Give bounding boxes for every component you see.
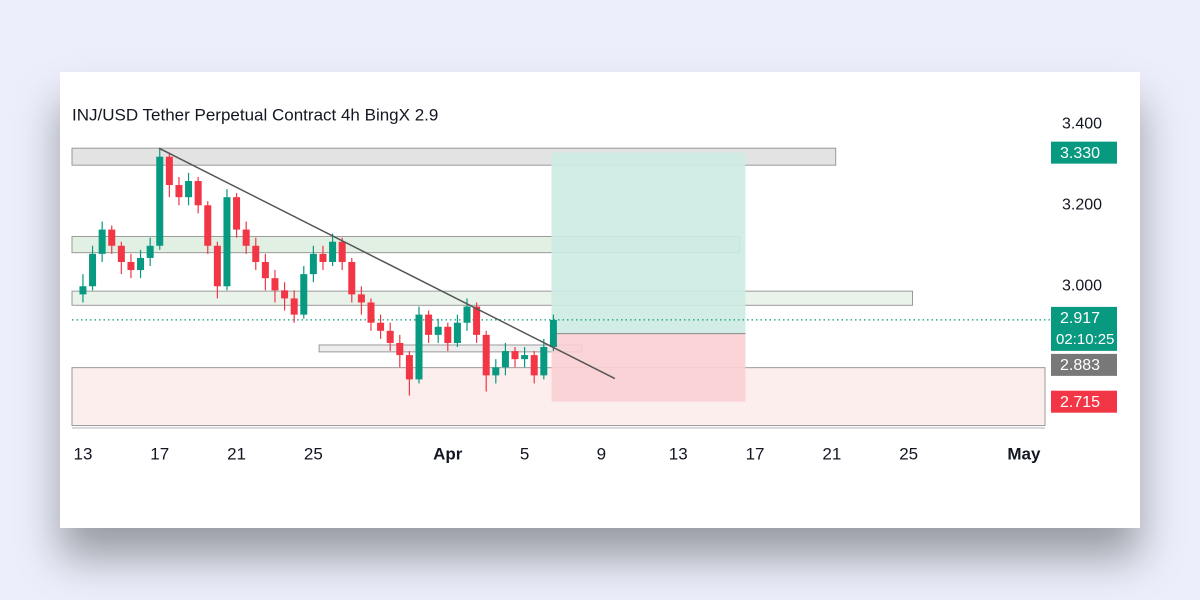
candle-body: [530, 355, 538, 376]
candle-body: [453, 322, 461, 343]
candle-body: [252, 245, 260, 262]
price-label-box: [1051, 353, 1117, 376]
candle-body: [463, 306, 471, 323]
candle-body: [473, 306, 481, 335]
candle-body: [233, 197, 241, 230]
chart-card: INJ/USD Tether Perpetual Contract 4h Bin…: [60, 72, 1140, 528]
candle-body: [405, 355, 413, 380]
candle-body: [511, 351, 519, 360]
price-label: 2.883: [1060, 357, 1100, 374]
candle-body: [108, 229, 116, 246]
x-tick-label: 25: [304, 444, 323, 463]
candle-body: [357, 294, 365, 303]
last-price-box: [1051, 306, 1117, 351]
x-tick-label: 25: [899, 444, 918, 463]
candle-body: [309, 253, 317, 275]
candle-body: [319, 253, 327, 262]
candle-body: [329, 241, 337, 262]
candle-body: [137, 257, 145, 271]
price-label: 2.715: [1060, 394, 1100, 411]
x-tick-label: Apr: [433, 444, 463, 463]
candle-body: [415, 314, 423, 380]
profit-zone: [551, 152, 746, 334]
price-label: 3.330: [1060, 145, 1100, 162]
zone: [71, 290, 914, 306]
candle-body: [213, 245, 221, 287]
price-label-box: [1051, 390, 1117, 413]
x-tick-label: 17: [150, 444, 169, 463]
x-tick-label: 13: [669, 444, 688, 463]
candle-body: [444, 326, 452, 343]
chart-title: INJ/USD Tether Perpetual Contract 4h Bin…: [72, 105, 438, 124]
x-tick-label: 17: [746, 444, 765, 463]
countdown: 02:10:25: [1056, 331, 1114, 348]
trendline: [158, 147, 616, 380]
candle-body: [127, 261, 135, 271]
candle-body: [194, 180, 202, 206]
x-tick-label: 21: [227, 444, 246, 463]
x-tick-label: 13: [73, 444, 92, 463]
candle-body: [79, 286, 87, 295]
x-tick-label: 9: [597, 444, 606, 463]
candle-body: [348, 261, 356, 295]
last-price-label: 2.917: [1060, 310, 1100, 327]
candle-body: [425, 314, 433, 335]
candle-body: [185, 180, 193, 198]
candle-body: [156, 156, 164, 246]
candle-body: [549, 319, 557, 348]
x-tick-label: 5: [520, 444, 529, 463]
candle-body: [89, 253, 97, 287]
y-tick-label: 3.200: [1062, 197, 1102, 214]
candle-body: [271, 278, 279, 291]
y-tick-label: 3.400: [1062, 116, 1102, 133]
candle-body: [386, 330, 394, 343]
candle-body: [300, 274, 308, 315]
candle-body: [377, 322, 385, 331]
candle-body: [338, 241, 346, 262]
x-tick-label: 21: [822, 444, 841, 463]
price-label-box: [1051, 141, 1117, 164]
candle-body: [482, 334, 490, 376]
candle-body: [175, 185, 183, 198]
candle-body: [98, 229, 106, 254]
candle-body: [521, 355, 529, 360]
x-tick-label: May: [1007, 444, 1041, 463]
candle-body: [242, 229, 250, 246]
candle-body: [434, 326, 442, 335]
candle-body: [261, 261, 269, 279]
candle-body: [367, 302, 375, 323]
chart: INJ/USD Tether Perpetual Contract 4h Bin…: [71, 105, 1117, 463]
y-tick-label: 3.000: [1062, 277, 1102, 294]
candle-body: [396, 342, 404, 356]
candle-body: [223, 197, 231, 287]
candle-body: [204, 205, 212, 246]
loss-zone: [551, 333, 746, 402]
candle-body: [165, 156, 173, 186]
candle-body: [501, 351, 509, 368]
candle-body: [540, 347, 548, 376]
candle-body: [146, 245, 154, 258]
candle-body: [290, 298, 298, 315]
candle-body: [281, 290, 289, 299]
candle-body: [117, 245, 125, 262]
candle-body: [492, 367, 500, 376]
